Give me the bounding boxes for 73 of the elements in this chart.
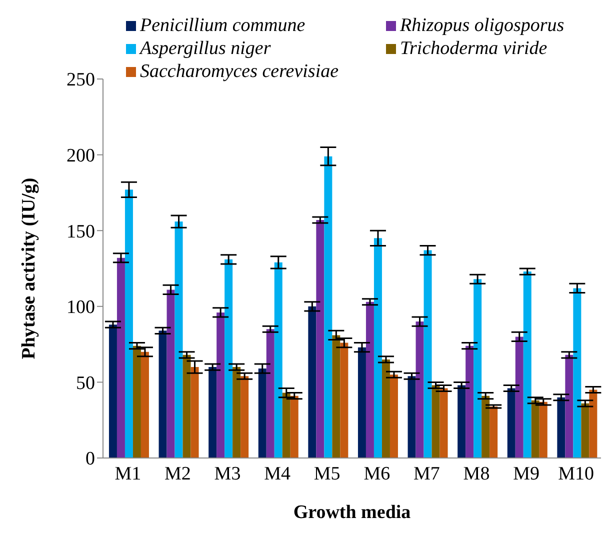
x-tick-label: M8 [463,463,490,484]
legend-label: Rhizopus oligosporus [400,14,564,37]
x-tick-label: M4 [264,463,291,484]
bar [416,322,424,458]
y-axis-title: Phytase activity (IU/g) [18,178,40,360]
bar [458,385,466,458]
bar [531,400,540,458]
bar [581,403,590,458]
bar [440,388,448,458]
bar [216,312,225,458]
bar [232,367,241,458]
bar [266,329,274,458]
y-tick-label: 100 [66,297,95,318]
bar [408,376,416,458]
bar [390,374,398,458]
bar [557,397,566,458]
bar [132,346,141,458]
bar [539,402,548,458]
bar [573,288,582,458]
bar [316,220,324,458]
bar [116,258,125,458]
bar [523,272,532,458]
x-tick-label: M6 [364,463,390,484]
bar [366,302,374,458]
legend-label: Aspergillus niger [140,37,271,60]
x-tick-label: M10 [558,463,594,484]
bar [140,352,149,458]
bar [182,354,191,458]
bar [324,156,332,458]
bar [190,367,199,458]
legend-label: Trichoderma viride [400,37,548,60]
bar [565,354,574,458]
x-tick-label: M5 [314,463,340,484]
bar [274,262,282,458]
legend-label: Penicillium commune [140,14,306,37]
y-tick-label: 200 [66,146,95,167]
bar [507,388,516,458]
bar [290,396,298,458]
bar [124,190,133,458]
bar [424,250,432,458]
y-tick-label: 0 [86,448,95,470]
bar [382,359,390,458]
x-tick-label: M2 [164,463,191,484]
legend-label: Saccharomyces cerevisiae [140,60,339,83]
bar [224,259,233,458]
bar [589,390,598,458]
bar [358,347,366,458]
bar [308,306,316,458]
bar [158,330,167,458]
bar [240,376,249,458]
bar [432,385,440,458]
bar [166,290,175,458]
bar [174,222,183,458]
bar [374,238,382,458]
y-tick-label: 250 [66,70,95,91]
y-tick-label: 50 [76,372,95,394]
x-tick-label: M1 [114,463,142,484]
bar [208,367,217,458]
bar [490,406,498,458]
bar [332,335,340,458]
bar [482,396,490,458]
x-tick-label: M3 [214,463,241,484]
x-axis-title: Growth media [293,502,412,523]
bar [108,324,117,458]
x-tick-label: M7 [413,463,440,484]
bar [466,346,474,458]
y-tick-label: 150 [66,221,95,242]
x-tick-label: M9 [513,463,540,484]
bar [474,279,482,458]
bar [258,368,266,458]
bar [282,392,290,458]
bar [515,336,524,458]
bar [340,342,348,458]
